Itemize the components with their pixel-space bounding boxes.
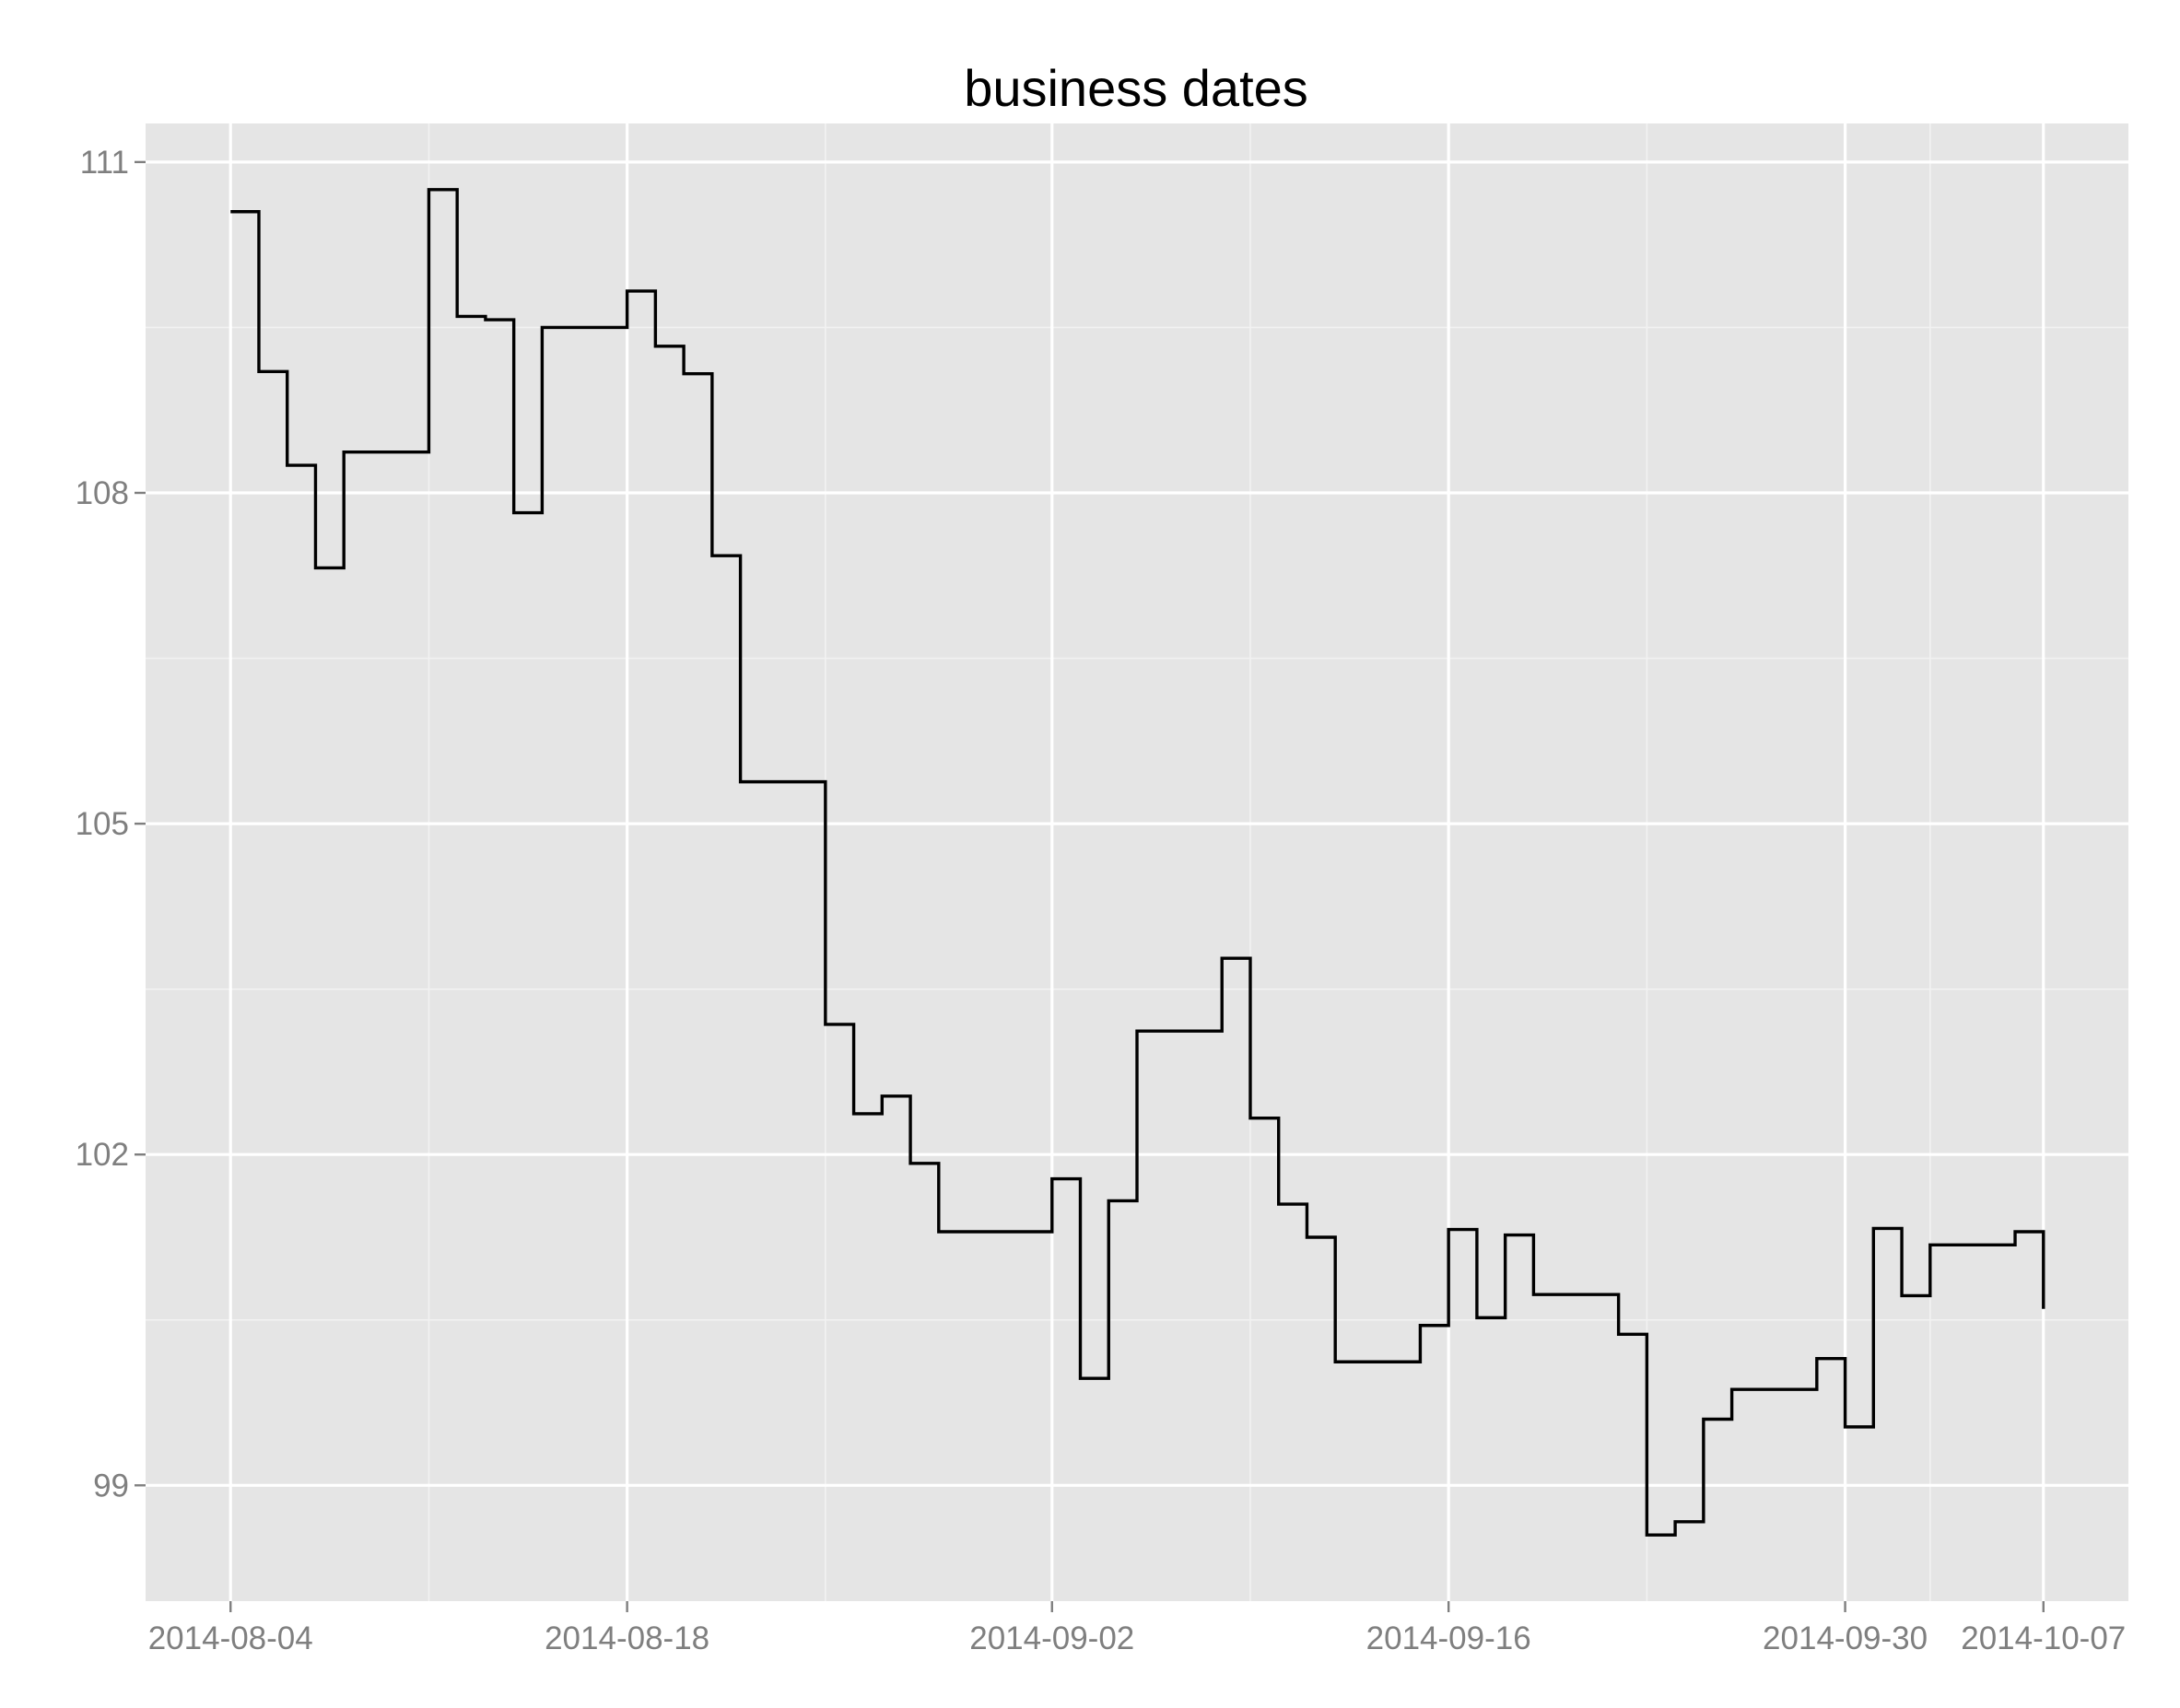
minor-gridlines-y — [146, 326, 2128, 1321]
chart-title: business dates — [964, 59, 1308, 117]
x-tick-label: 2014-08-18 — [545, 1620, 709, 1656]
x-tick-label: 2014-09-30 — [1763, 1620, 1928, 1656]
y-axis: 99 102 105 108 111 — [76, 145, 146, 1503]
x-tick-label: 2014-10-07 — [1961, 1620, 2126, 1656]
y-tick-label: 111 — [80, 145, 129, 181]
x-axis: 2014-08-04 2014-08-18 2014-09-02 2014-09-16… — [148, 1601, 2126, 1656]
y-tick-label: 105 — [76, 806, 129, 842]
y-tick-label: 99 — [93, 1468, 129, 1503]
price-step-line — [230, 188, 2045, 1537]
x-tick-label: 2014-08-04 — [148, 1620, 313, 1656]
x-tick-label: 2014-09-16 — [1366, 1620, 1531, 1656]
x-tick-label: 2014-09-02 — [969, 1620, 1134, 1656]
y-tick-label: 108 — [76, 475, 129, 511]
y-tick-label: 102 — [76, 1137, 129, 1173]
plot-panel — [146, 123, 2128, 1601]
major-gridlines-x — [229, 123, 2045, 1601]
